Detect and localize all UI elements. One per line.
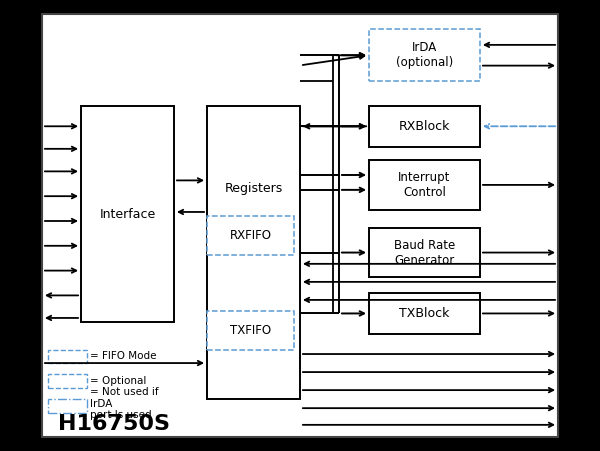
Bar: [369, 160, 480, 210]
Text: = Optional: = Optional: [90, 376, 146, 386]
Bar: [207, 216, 294, 255]
Text: = Not used if
IrDA
port Is used: = Not used if IrDA port Is used: [90, 387, 158, 420]
Text: H16750S: H16750S: [58, 414, 170, 434]
Bar: [81, 106, 174, 322]
Text: Baud Rate
Generator: Baud Rate Generator: [394, 239, 455, 267]
Text: Interrupt
Control: Interrupt Control: [398, 171, 451, 199]
Text: TXBlock: TXBlock: [400, 307, 449, 320]
Bar: [48, 374, 87, 388]
Text: = FIFO Mode: = FIFO Mode: [90, 351, 157, 361]
Bar: [369, 293, 480, 334]
Bar: [207, 311, 294, 350]
Text: RXBlock: RXBlock: [399, 120, 450, 133]
Text: Registers: Registers: [224, 182, 283, 194]
Text: IrDA
(optional): IrDA (optional): [396, 41, 453, 69]
Bar: [207, 106, 300, 399]
Bar: [48, 399, 87, 413]
Text: RXFIFO: RXFIFO: [229, 229, 271, 242]
Text: Interface: Interface: [100, 208, 155, 221]
Bar: [369, 106, 480, 147]
Bar: [369, 29, 480, 81]
Bar: [369, 228, 480, 277]
Bar: [42, 14, 558, 437]
Bar: [48, 350, 87, 363]
Text: TXFIFO: TXFIFO: [230, 324, 271, 337]
